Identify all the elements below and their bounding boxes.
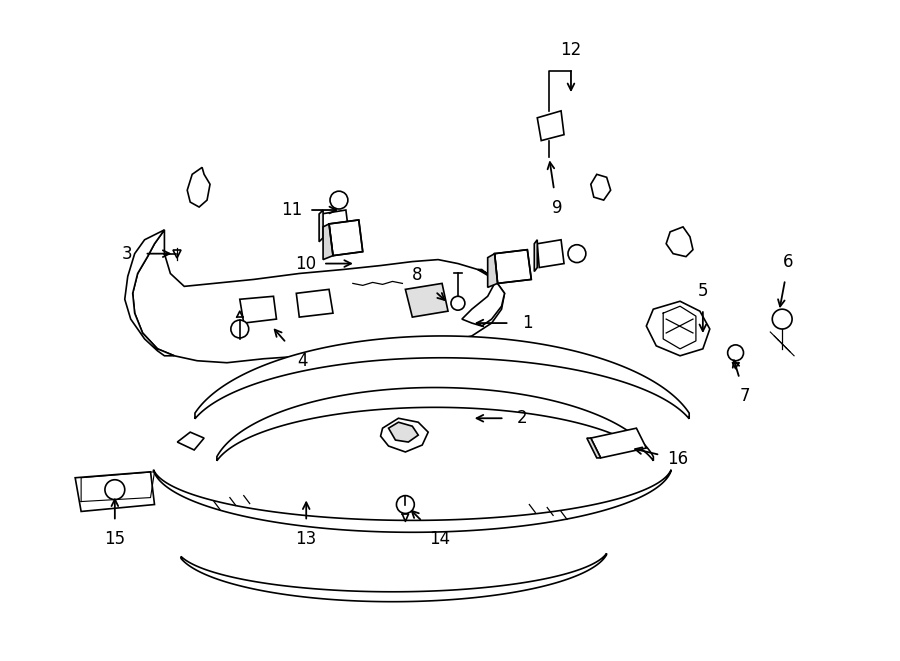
- Polygon shape: [321, 210, 349, 238]
- Polygon shape: [323, 224, 333, 260]
- Text: 2: 2: [518, 409, 527, 427]
- Polygon shape: [217, 387, 653, 461]
- Polygon shape: [535, 240, 537, 272]
- Polygon shape: [590, 175, 610, 200]
- Polygon shape: [195, 336, 689, 419]
- Polygon shape: [462, 270, 505, 326]
- Text: 11: 11: [281, 201, 302, 219]
- Polygon shape: [125, 230, 175, 356]
- Polygon shape: [296, 290, 333, 317]
- Polygon shape: [646, 301, 710, 356]
- Polygon shape: [405, 284, 448, 317]
- Text: 7: 7: [740, 387, 751, 405]
- Polygon shape: [177, 432, 204, 450]
- Text: 5: 5: [698, 282, 708, 300]
- Polygon shape: [76, 472, 155, 512]
- Polygon shape: [590, 428, 646, 458]
- Text: 4: 4: [297, 352, 308, 369]
- Circle shape: [105, 480, 125, 500]
- Polygon shape: [488, 254, 498, 288]
- Text: 1: 1: [522, 314, 533, 332]
- Circle shape: [231, 320, 248, 338]
- Text: 9: 9: [552, 199, 562, 217]
- Text: 13: 13: [295, 530, 317, 548]
- Text: 6: 6: [783, 253, 794, 270]
- Text: 16: 16: [668, 450, 688, 468]
- Text: 10: 10: [294, 254, 316, 272]
- Polygon shape: [181, 553, 607, 602]
- Polygon shape: [154, 470, 671, 532]
- Text: 3: 3: [122, 245, 132, 262]
- Circle shape: [451, 296, 465, 310]
- Circle shape: [772, 309, 792, 329]
- Text: 15: 15: [104, 530, 125, 548]
- Polygon shape: [587, 438, 600, 458]
- Polygon shape: [132, 230, 505, 363]
- Text: 14: 14: [429, 530, 451, 548]
- Polygon shape: [537, 240, 564, 268]
- Polygon shape: [329, 220, 363, 256]
- Polygon shape: [666, 227, 693, 256]
- Polygon shape: [239, 296, 276, 323]
- Polygon shape: [320, 210, 323, 242]
- Polygon shape: [187, 167, 210, 207]
- Circle shape: [397, 496, 414, 514]
- Circle shape: [568, 245, 586, 262]
- Polygon shape: [537, 111, 564, 141]
- Polygon shape: [381, 418, 428, 452]
- Polygon shape: [389, 422, 419, 442]
- Polygon shape: [495, 250, 531, 284]
- Circle shape: [330, 191, 348, 209]
- Text: 12: 12: [561, 42, 581, 59]
- Circle shape: [727, 345, 743, 361]
- Text: 8: 8: [412, 266, 422, 284]
